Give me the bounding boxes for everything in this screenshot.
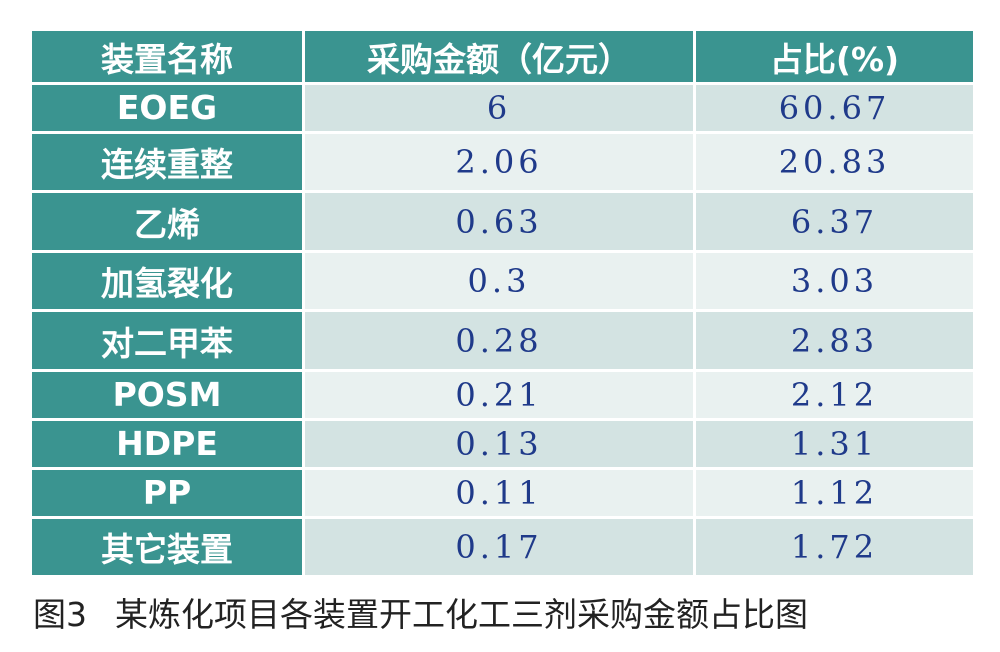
amount-cell: 6 xyxy=(305,85,693,131)
share-cell: 3.03 xyxy=(696,252,973,310)
amount-cell: 0.17 xyxy=(305,518,693,575)
unit-name-cell: 连续重整 xyxy=(32,133,302,191)
unit-name-cell: POSM xyxy=(32,371,302,418)
share-cell: 2.12 xyxy=(696,371,973,418)
unit-name-cell: EOEG xyxy=(32,85,302,131)
table-row: 对二甲苯 0.28 2.83 xyxy=(32,312,973,369)
share-cell: 60.67 xyxy=(696,85,973,131)
share-cell: 1.12 xyxy=(696,469,973,516)
procurement-table-container: 装置名称 采购金额（亿元） 占比(%) EOEG 6 60.67 连续重整 2.… xyxy=(29,28,973,578)
unit-name-cell: 其它装置 xyxy=(32,518,302,575)
table-row: PP 0.11 1.12 xyxy=(32,469,973,516)
table-row: EOEG 6 60.67 xyxy=(32,85,973,131)
amount-cell: 0.28 xyxy=(305,312,693,369)
unit-name-cell: 加氢裂化 xyxy=(32,252,302,310)
share-cell: 6.37 xyxy=(696,193,973,250)
share-cell: 1.31 xyxy=(696,420,973,467)
header-purchase-amount: 采购金额（亿元） xyxy=(305,31,693,82)
procurement-table: 装置名称 采购金额（亿元） 占比(%) EOEG 6 60.67 连续重整 2.… xyxy=(29,28,976,578)
amount-cell: 0.63 xyxy=(305,193,693,250)
table-row: 加氢裂化 0.3 3.03 xyxy=(32,252,973,310)
figure-caption: 图3 某炼化项目各装置开工化工三剂采购金额占比图 xyxy=(33,588,808,636)
table-row: POSM 0.21 2.12 xyxy=(32,371,973,418)
share-cell: 2.83 xyxy=(696,312,973,369)
unit-name-cell: HDPE xyxy=(32,420,302,467)
amount-cell: 2.06 xyxy=(305,133,693,191)
header-share-percent: 占比(%) xyxy=(696,31,973,82)
amount-cell: 0.13 xyxy=(305,420,693,467)
table-row: 其它装置 0.17 1.72 xyxy=(32,518,973,575)
share-cell: 20.83 xyxy=(696,133,973,191)
header-row: 装置名称 采购金额（亿元） 占比(%) xyxy=(32,31,973,82)
share-cell: 1.72 xyxy=(696,518,973,575)
table-row: HDPE 0.13 1.31 xyxy=(32,420,973,467)
unit-name-cell: 乙烯 xyxy=(32,193,302,250)
figure-number: 图3 xyxy=(33,595,87,634)
table-row: 连续重整 2.06 20.83 xyxy=(32,133,973,191)
amount-cell: 0.11 xyxy=(305,469,693,516)
amount-cell: 0.3 xyxy=(305,252,693,310)
table-row: 乙烯 0.63 6.37 xyxy=(32,193,973,250)
header-unit-name: 装置名称 xyxy=(32,31,302,82)
figure-caption-text: 某炼化项目各装置开工化工三剂采购金额占比图 xyxy=(115,595,808,634)
amount-cell: 0.21 xyxy=(305,371,693,418)
unit-name-cell: 对二甲苯 xyxy=(32,312,302,369)
unit-name-cell: PP xyxy=(32,469,302,516)
